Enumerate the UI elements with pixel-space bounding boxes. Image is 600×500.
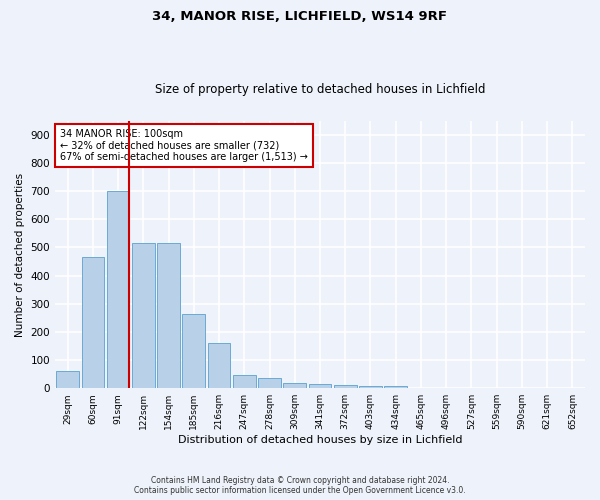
Text: Contains HM Land Registry data © Crown copyright and database right 2024.
Contai: Contains HM Land Registry data © Crown c… (134, 476, 466, 495)
Bar (107, 191, 130, 388)
Bar (208, 343, 230, 388)
Bar (385, 386, 407, 388)
Bar (82, 256, 104, 388)
Bar (283, 382, 306, 388)
Bar (132, 243, 155, 388)
Bar (258, 378, 281, 388)
Title: Size of property relative to detached houses in Lichfield: Size of property relative to detached ho… (155, 83, 485, 96)
Y-axis label: Number of detached properties: Number of detached properties (15, 172, 25, 336)
X-axis label: Distribution of detached houses by size in Lichfield: Distribution of detached houses by size … (178, 435, 462, 445)
Text: 34 MANOR RISE: 100sqm
← 32% of detached houses are smaller (732)
67% of semi-det: 34 MANOR RISE: 100sqm ← 32% of detached … (61, 129, 308, 162)
Bar (56, 371, 79, 388)
Bar (308, 384, 331, 388)
Bar (359, 386, 382, 388)
Bar (157, 243, 180, 388)
Text: 34, MANOR RISE, LICHFIELD, WS14 9RF: 34, MANOR RISE, LICHFIELD, WS14 9RF (152, 10, 448, 23)
Bar (182, 314, 205, 388)
Bar (334, 384, 356, 388)
Bar (233, 374, 256, 388)
